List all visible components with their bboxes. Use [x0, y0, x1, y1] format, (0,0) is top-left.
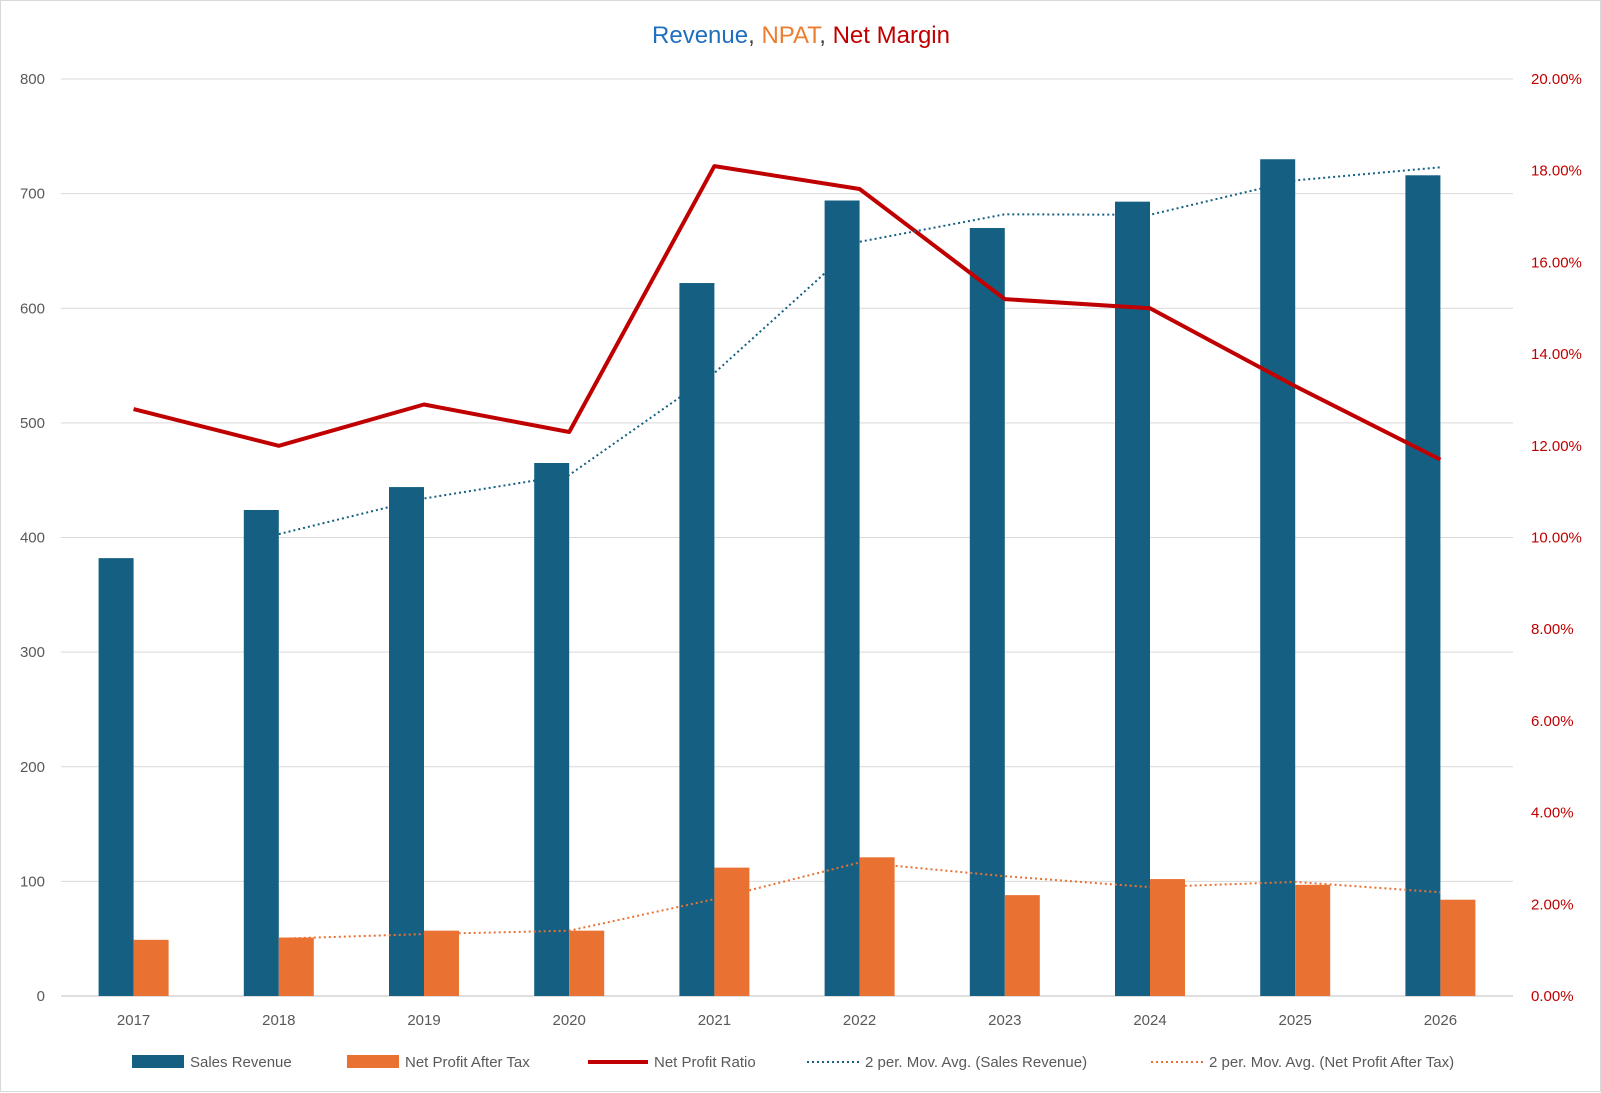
sales-revenue-bar [98, 558, 134, 996]
right-axis-tick-label: 6.00% [1531, 713, 1574, 730]
left-axis-tick-label: 0 [37, 988, 45, 1005]
x-axis-tick-label: 2024 [1133, 1012, 1166, 1029]
left-axis-tick-label: 500 [20, 415, 45, 432]
right-axis-tick-label: 4.00% [1531, 805, 1574, 822]
legend-label: Net Profit Ratio [654, 1054, 756, 1071]
right-axis-tick-label: 16.00% [1531, 254, 1582, 271]
right-axis-tick-label: 2.00% [1531, 896, 1574, 913]
sales-revenue-bar [1260, 159, 1296, 997]
sales-revenue-bar [969, 228, 1005, 996]
chart-title-part: , [748, 22, 761, 49]
legend-swatch [347, 1055, 399, 1068]
right-axis-tick-label: 14.00% [1531, 346, 1582, 363]
x-axis-tick-label: 2022 [843, 1012, 876, 1029]
legend-item: Net Profit Ratio [588, 1054, 756, 1071]
right-axis-tick-label: 20.00% [1531, 71, 1582, 88]
chart-title-part: , [819, 22, 832, 49]
right-axis-tick-label: 18.00% [1531, 163, 1582, 180]
right-axis-tick-label: 12.00% [1531, 438, 1582, 455]
chart-title-part: Revenue [652, 22, 748, 49]
left-axis-tick-label: 400 [20, 530, 45, 547]
sales-revenue-bar [534, 462, 570, 996]
legend-item: 2 per. Mov. Avg. (Sales Revenue) [807, 1054, 1087, 1071]
sales-revenue-bar [679, 283, 715, 997]
npat-bar [424, 930, 459, 996]
left-axis-tick-label: 200 [20, 759, 45, 776]
left-axis-tick-label: 300 [20, 644, 45, 661]
bar-series [98, 159, 1476, 997]
npat-bar [1295, 884, 1331, 996]
legend-label: Net Profit After Tax [405, 1054, 530, 1071]
legend: Sales Revenue Net Profit After Tax Net Pro… [132, 1054, 1454, 1071]
left-axis-ticks: 0 100 200 300 400 500 600 700 800 [20, 71, 45, 1005]
sales-revenue-bar [1115, 201, 1150, 996]
left-axis-tick-label: 800 [20, 71, 45, 88]
sales-revenue-bar [1405, 175, 1441, 996]
line-series [133, 164, 1442, 940]
right-axis-tick-label: 10.00% [1531, 530, 1582, 547]
chart-title-part: Net Margin [833, 22, 950, 49]
sales-revenue-bar [824, 200, 860, 996]
gridlines [61, 78, 1513, 997]
legend-label: Sales Revenue [190, 1054, 292, 1071]
sales-revenue-bar [389, 487, 424, 996]
net-profit-ratio-line [133, 164, 1442, 462]
left-axis-tick-label: 700 [20, 186, 45, 203]
x-axis-tick-label: 2023 [988, 1012, 1021, 1029]
right-axis-tick-label: 0.00% [1531, 988, 1574, 1005]
legend-item: 2 per. Mov. Avg. (Net Profit After Tax) [1151, 1054, 1454, 1071]
legend-item: Net Profit After Tax [347, 1054, 530, 1071]
x-axis-tick-label: 2018 [262, 1012, 295, 1029]
npat-bar [1150, 879, 1185, 996]
legend-label: 2 per. Mov. Avg. (Sales Revenue) [865, 1054, 1087, 1071]
x-axis-tick-label: 2019 [407, 1012, 440, 1029]
x-axis-tick-label: 2026 [1424, 1012, 1457, 1029]
npat-bar [278, 937, 314, 996]
chart-title-part: NPAT [761, 22, 822, 49]
x-axis-tick-label: 2020 [553, 1012, 586, 1029]
x-axis-tick-label: 2017 [117, 1012, 150, 1029]
npat-bar [133, 939, 169, 996]
npat-bar [569, 930, 605, 996]
x-axis-tick-label: 2021 [698, 1012, 731, 1029]
legend-swatch [132, 1055, 184, 1068]
npat-bar [1004, 895, 1040, 996]
npat-bar [1440, 899, 1476, 996]
legend-item: Sales Revenue [132, 1054, 292, 1071]
right-axis-tick-label: 8.00% [1531, 621, 1574, 638]
chart-title: Revenue, NPAT, Net Margin [652, 22, 950, 49]
npat-bar [714, 867, 750, 996]
sales-revenue-bar [243, 509, 279, 996]
left-axis-tick-label: 600 [20, 300, 45, 317]
x-axis-tick-label: 2025 [1279, 1012, 1312, 1029]
npat-bar [859, 857, 895, 996]
left-axis-tick-label: 100 [20, 873, 45, 890]
legend-label: 2 per. Mov. Avg. (Net Profit After Tax) [1209, 1054, 1454, 1071]
x-axis-ticks: 2017 2018 2019 2020 2021 2022 2023 2024 2025 2026 [117, 1012, 1457, 1029]
right-axis-ticks: 0.00% 2.00% 4.00% 6.00% 8.00% 10.00% 12.00% 14.… [1531, 71, 1582, 1005]
